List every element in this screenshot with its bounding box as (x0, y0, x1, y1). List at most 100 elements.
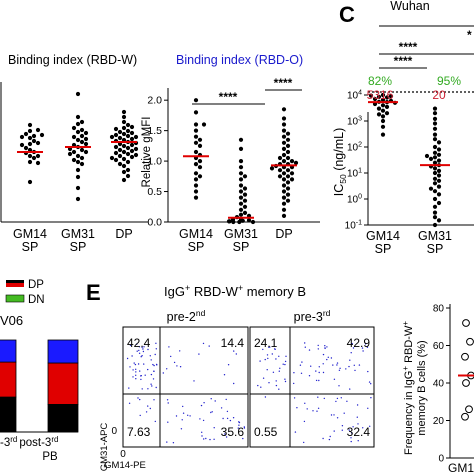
category-label: SP (70, 240, 87, 254)
data-point (113, 157, 119, 163)
facs-event (145, 411, 148, 413)
facs-event (354, 369, 356, 372)
data-point (240, 218, 245, 223)
data-point (436, 218, 442, 223)
facs-event (223, 374, 226, 376)
data-point (461, 412, 469, 421)
data-point (281, 213, 287, 218)
facs-event (262, 377, 265, 379)
data-point (285, 131, 291, 136)
data-point (293, 160, 299, 165)
facs-event (303, 420, 306, 423)
data-point (466, 337, 474, 346)
data-point (277, 155, 283, 161)
data-point (432, 222, 438, 228)
data-point (129, 154, 135, 160)
facs-event (138, 346, 141, 348)
facs-event (156, 364, 158, 366)
facs-event (134, 363, 137, 366)
stacked-bar-segment (0, 339, 17, 363)
facs-event (154, 420, 156, 423)
facs-event (306, 408, 308, 410)
data-point (281, 140, 287, 145)
facs-event (352, 426, 354, 428)
data-point (35, 140, 41, 146)
data-point (380, 108, 386, 113)
facs-event (147, 405, 149, 407)
facs-event (150, 373, 153, 376)
facs-event (279, 367, 281, 369)
facs-event (285, 355, 287, 357)
facs-event (139, 398, 141, 401)
facs-event (135, 371, 137, 373)
facs-event (209, 438, 211, 441)
data-point (27, 153, 33, 159)
y-tick-label: 80 (433, 304, 445, 315)
category-label: SP (233, 240, 250, 254)
facs-event (356, 416, 358, 418)
facs-event (358, 364, 361, 366)
data-point (133, 152, 139, 158)
data-point (197, 159, 203, 164)
data-point (129, 136, 135, 142)
median-label: 20 (432, 88, 446, 102)
data-point (281, 152, 287, 158)
ic50-y-label: IC50 (ng/mL) (332, 128, 348, 197)
data-point (285, 180, 291, 185)
facs-event (348, 365, 350, 368)
data-point (193, 122, 199, 127)
facs-event (151, 385, 153, 387)
facs-event (340, 397, 342, 399)
facs-event (272, 371, 275, 373)
facs-event (227, 364, 230, 366)
data-point (75, 159, 81, 165)
legend: DP DN (5, 279, 45, 306)
data-point (461, 352, 469, 361)
data-point (281, 122, 287, 127)
category-label: GM14 (179, 227, 213, 241)
data-point (79, 139, 85, 145)
data-point (289, 177, 295, 182)
facs-event (153, 370, 155, 372)
facs-event (138, 352, 141, 354)
facs-event (324, 347, 326, 349)
y-tick-label: 0.5 (147, 186, 162, 198)
facs-event (166, 368, 168, 370)
facs-event (367, 407, 369, 409)
facs-event (140, 378, 142, 381)
data-point (27, 159, 33, 165)
data-point (432, 150, 438, 155)
facs-y-tick-zero: 0 (111, 426, 117, 437)
quadrant-lr: 35.6 (221, 425, 245, 439)
facs-event (224, 433, 226, 435)
y-tick-label: 40 (433, 379, 445, 390)
facs-event (315, 370, 317, 372)
facs-event (136, 350, 138, 352)
facs-event (300, 372, 303, 374)
facs-event (126, 357, 129, 360)
data-point (27, 135, 33, 141)
facs-event (326, 346, 328, 348)
facs-events (257, 342, 372, 444)
data-point (428, 186, 434, 191)
facs-event (351, 342, 353, 345)
data-point (436, 178, 442, 183)
facs-event (257, 384, 259, 387)
sig-stars: **** (394, 54, 413, 68)
data-point (242, 198, 248, 203)
freq-y-label-line1: Frequency in IgG+ RBD-W+ (401, 321, 415, 455)
facs-event (364, 343, 367, 345)
data-point (75, 114, 81, 120)
facs-event (193, 380, 195, 382)
data-point (35, 160, 41, 166)
freq-y-ticks: 0 20 40 60 80 (433, 304, 450, 465)
data-point (117, 153, 123, 159)
rbd-o-y-ticks: 0.0 0.5 1.0 1.5 2.0 (147, 95, 168, 229)
facs-event (266, 369, 268, 371)
data-point (75, 196, 81, 202)
data-point (281, 189, 287, 194)
data-point (31, 138, 37, 144)
facs-event (336, 364, 338, 366)
facs-y-label: GM31-APC (99, 423, 110, 472)
